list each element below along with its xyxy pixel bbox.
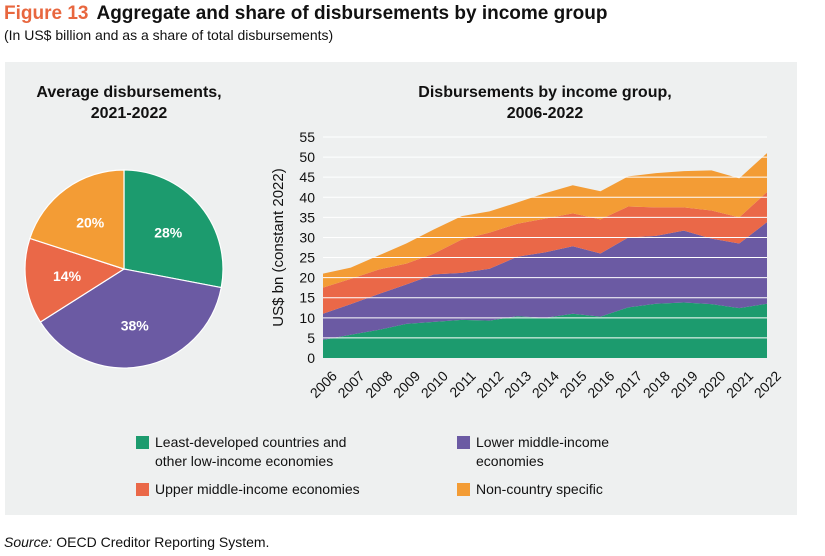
- legend-label-umic: Upper middle-income economies: [155, 481, 360, 497]
- y-tick-label: 0: [307, 350, 315, 366]
- x-tick-label: 2022: [751, 368, 784, 401]
- legend-label-ldc-line2: other low-income economies: [155, 453, 334, 469]
- source-note: Source: OECD Creditor Reporting System.: [4, 534, 269, 550]
- pie-label-lmic: 38%: [121, 317, 150, 333]
- legend-item-lmic: Lower middle-income economies: [457, 433, 609, 471]
- pie-slice-ldc: [123, 169, 224, 289]
- chart-panel: Average disbursements, 2021-2022 Disburs…: [5, 62, 797, 515]
- area-series-lmic: [323, 222, 767, 340]
- y-tick-label: 55: [299, 129, 315, 145]
- figure-title-line: Figure 13 Aggregate and share of disburse…: [4, 3, 607, 25]
- x-tick-label: 2019: [667, 368, 700, 401]
- pie-label-umic: 14%: [53, 268, 82, 284]
- legend-swatch-ncs: [457, 483, 470, 496]
- figure-subtitle: (In US$ billion and as a share of total …: [4, 27, 334, 43]
- legend-item-ldc: Least-developed countries and other low-…: [136, 433, 346, 471]
- y-tick-label: 20: [299, 270, 315, 286]
- figure-header: Figure 13 Aggregate and share of disburse…: [4, 3, 607, 43]
- x-tick-label: 2010: [418, 368, 451, 401]
- x-tick-label: 2007: [334, 368, 367, 401]
- pie-title-line1: Average disbursements,: [36, 84, 222, 101]
- source-text: OECD Creditor Reporting System.: [56, 534, 270, 550]
- y-tick-label: 40: [299, 189, 315, 205]
- area-title-line2: 2006-2022: [506, 105, 584, 122]
- y-tick-label: 25: [299, 250, 315, 266]
- source-label: Source:: [4, 534, 53, 550]
- area-series-umic: [323, 192, 767, 314]
- x-tick-label: 2021: [723, 368, 756, 401]
- y-tick-label: 50: [299, 149, 315, 165]
- x-tick-label: 2013: [501, 368, 534, 401]
- figure-title: Aggregate and share of disbursements by …: [96, 3, 608, 24]
- legend-item-umic: Upper middle-income economies: [136, 480, 360, 499]
- x-tick-label: 2012: [473, 368, 506, 401]
- x-tick-label: 2017: [612, 368, 645, 401]
- pie-chart-title: Average disbursements, 2021-2022: [5, 82, 253, 124]
- pie-chart: 28% 38% 14% 20%: [24, 169, 224, 369]
- x-tick-label: 2014: [529, 368, 562, 401]
- pie-title-line2: 2021-2022: [90, 105, 168, 122]
- x-tick-label: 2018: [640, 368, 673, 401]
- y-tick-label: 45: [299, 169, 315, 185]
- area-series-ldc: [323, 302, 767, 358]
- legend-label-ncs: Non-country specific: [476, 481, 603, 497]
- area-series-ncs: [323, 153, 767, 288]
- legend-item-ncs: Non-country specific: [457, 480, 603, 499]
- area-title-line1: Disbursements by income group,: [418, 84, 672, 101]
- pie-label-ncs: 20%: [76, 215, 105, 231]
- y-tick-label: 10: [299, 310, 315, 326]
- legend-swatch-ldc: [136, 436, 149, 449]
- stacked-area-chart: 0510152025303540455055200620072008200920…: [270, 129, 784, 401]
- legend-label-lmic-line1: Lower middle-income: [476, 434, 610, 450]
- y-tick-label: 15: [299, 290, 315, 306]
- pie-label-ldc: 28%: [154, 224, 183, 240]
- pie-slice-ncs: [29, 169, 125, 270]
- x-tick-label: 2020: [695, 368, 728, 401]
- legend-label-ldc-line1: Least-developed countries and: [155, 434, 347, 450]
- area-chart-title: Disbursements by income group, 2006-2022: [345, 82, 745, 124]
- x-tick-label: 2006: [307, 368, 340, 401]
- y-tick-label: 30: [299, 229, 315, 245]
- x-tick-label: 2015: [556, 368, 589, 401]
- figure-label: Figure 13: [4, 3, 89, 24]
- x-tick-label: 2008: [362, 368, 395, 401]
- x-tick-label: 2009: [390, 368, 423, 401]
- legend-label-lmic-line2: economies: [476, 453, 544, 469]
- x-tick-label: 2016: [584, 368, 617, 401]
- y-tick-label: 5: [307, 330, 315, 346]
- y-tick-label: 35: [299, 209, 315, 225]
- y-axis-title: US$ bn (constant 2022): [270, 168, 287, 326]
- pie-slice-umic: [24, 237, 126, 323]
- x-tick-label: 2011: [446, 368, 479, 401]
- legend-swatch-lmic: [457, 436, 470, 449]
- legend-swatch-umic: [136, 483, 149, 496]
